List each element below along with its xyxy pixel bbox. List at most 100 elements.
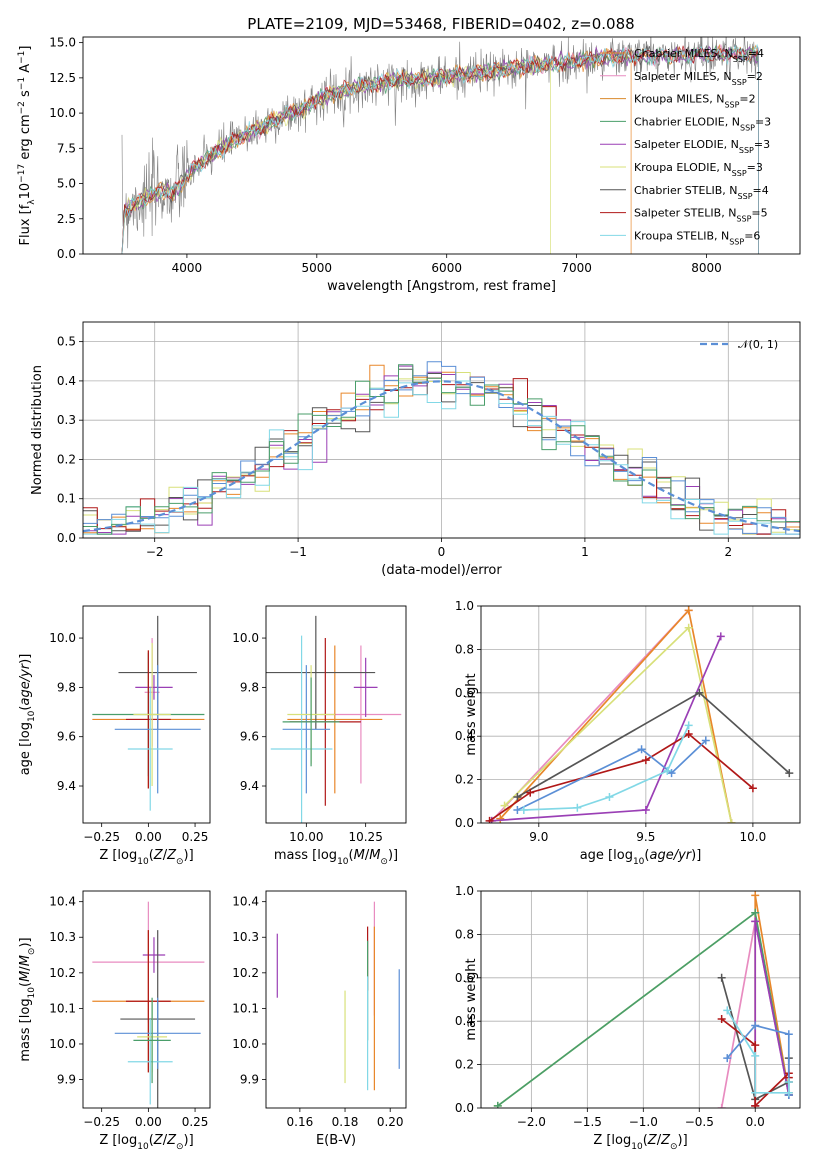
ylabel-part: 10 <box>27 987 37 999</box>
legend-label: Chabrier STELIB, N <box>634 184 738 197</box>
legend-count: =6 <box>744 229 760 242</box>
x-axis-label: Z [log10(Z/Z⊙)] <box>593 1133 687 1152</box>
mass-weight-marker <box>684 721 693 730</box>
x-axis-label: E(B-V) <box>316 1133 356 1148</box>
xlabel-part: 10 <box>337 857 349 867</box>
mass-weight-marker <box>496 814 505 823</box>
y-axis-label: age [log10(age/yr)] <box>18 654 37 776</box>
legend-count: =3 <box>755 115 771 128</box>
y-tick-label: 0.4 <box>455 1014 474 1028</box>
axes-frame <box>265 605 407 824</box>
legend-entry: Chabrier MILES, NSSP=4 <box>634 47 764 64</box>
ylabel-part: / <box>18 966 33 971</box>
legend-count: =2 <box>739 93 755 106</box>
ylabel-part: )] <box>18 654 33 664</box>
xlabel-part: ⊙ <box>176 1142 184 1152</box>
x-tick-label: −1.0 <box>629 1115 658 1129</box>
plot-area <box>83 361 800 535</box>
mass-weight-vs-age-panel: 9.0 9.5 10.0 0.0 0.2 0.4 0.6 0.8 1.0 age [log10(a… <box>455 599 801 867</box>
y-tick-label: 9.4 <box>57 779 76 793</box>
legend-subscript: SSP <box>724 100 739 109</box>
y-tick-label: 10.0 <box>49 631 76 645</box>
mass-weight-marker <box>784 1088 793 1097</box>
x-tick-label: 0.16 <box>287 1115 314 1129</box>
y-tick-label: 9.9 <box>57 1073 76 1087</box>
y-tick-label: 0.3 <box>57 413 76 427</box>
ylabel-part: )] <box>18 937 33 947</box>
mass-weight-marker <box>717 973 726 982</box>
mass-weight-marker <box>751 1041 760 1050</box>
xlabel-part: mass [log <box>274 848 337 863</box>
x-tick-label: 9.0 <box>529 830 548 844</box>
axes-frame <box>480 890 801 1109</box>
y-tick-label: 10.2 <box>49 966 76 980</box>
xlabel-part: )] <box>184 848 194 863</box>
y-tick-label: 0.0 <box>455 816 474 830</box>
y-tick-label: 5.0 <box>57 177 76 191</box>
xlabel-part: ( <box>149 1133 154 1148</box>
xlabel-part: )] <box>691 848 701 863</box>
y-tick-label: 2.5 <box>57 212 76 226</box>
spectrum-y-axis-label: Flux [fλ10−17 erg cm−2 s−1 A−1] <box>17 46 37 246</box>
mass-weight-marker <box>751 908 760 917</box>
ylabel-part: 10 <box>18 183 33 200</box>
legend-entry: Salpeter STELIB, NSSP=5 <box>634 207 768 224</box>
residual-histogram-step <box>83 364 800 535</box>
mass-weight-marker <box>751 1051 760 1060</box>
x-tick-label: 0.25 <box>182 830 209 844</box>
xlabel-part: Z [log <box>99 1133 137 1148</box>
mass-weight-marker <box>717 1104 726 1108</box>
mass-weight-marker <box>784 1077 793 1086</box>
xlabel-part: )] <box>678 1133 688 1148</box>
y-tick-label: 9.8 <box>57 680 76 694</box>
mass-weight-marker <box>727 819 736 823</box>
y-tick-label: 15.0 <box>49 36 76 50</box>
y-tick-label: 10.2 <box>232 966 259 980</box>
ylabel-part: age/yr <box>18 662 33 705</box>
y-tick-label: 1.0 <box>455 599 474 613</box>
xlabel-part: Z <box>166 1133 177 1148</box>
ylabel-part: Normed distribution <box>30 365 45 495</box>
mass-weight-marker <box>751 891 760 900</box>
spectrum-x-axis-label: wavelength [Angstrom, rest frame] <box>327 279 556 294</box>
ylabel-part: −1 <box>17 77 27 90</box>
mass-weight-marker <box>684 623 693 632</box>
mass-weight-marker <box>684 730 693 739</box>
ylabel-part: s <box>18 90 33 101</box>
mass-weight-marker <box>695 688 704 697</box>
xlabel-part: )] <box>388 848 398 863</box>
xlabel-part: / <box>163 848 168 863</box>
mass-weight-marker <box>526 788 535 797</box>
legend-label: Kroupa STELIB, N <box>634 229 729 242</box>
mass-vs-metallicity-panel: −0.25 0.00 0.25 9.9 10.0 10.1 10.2 10.3 10.4 Z [l… <box>18 890 211 1152</box>
y-tick-label: 9.4 <box>240 779 259 793</box>
xlabel-part: ⊙ <box>670 1142 678 1152</box>
mass-weight-marker <box>751 917 760 926</box>
xlabel-part: / <box>657 1133 662 1148</box>
xlabel-part: ⊙ <box>176 857 184 867</box>
mass-weight-marker <box>663 766 672 775</box>
ylabel-part: ( <box>18 982 33 987</box>
normal-reference-curve <box>83 380 800 533</box>
x-tick-label: −1.5 <box>573 1115 602 1129</box>
xlabel-part: M <box>369 848 380 863</box>
ylabel-part: M <box>18 955 33 966</box>
y-tick-label: 10.0 <box>232 631 259 645</box>
plot-area <box>485 606 794 823</box>
model-fit-line <box>121 48 632 254</box>
ylabel-part: ] <box>18 46 33 51</box>
plot-area <box>276 901 400 1091</box>
legend-entry: Salpeter ELODIE, NSSP=3 <box>634 138 770 155</box>
xlabel-part: 10 <box>633 857 645 867</box>
xlabel-part: M <box>354 848 365 863</box>
xlabel-part: ( <box>349 848 354 863</box>
mass-weight-marker <box>748 784 757 793</box>
xlabel-part: age [log <box>580 848 633 863</box>
legend-count: =3 <box>754 138 770 151</box>
model-fit-line <box>121 45 759 254</box>
x-tick-label: 0.0 <box>746 1115 765 1129</box>
y-tick-label: 0.8 <box>455 927 474 941</box>
mass-weight-marker <box>784 1030 793 1039</box>
y-tick-label: 10.1 <box>49 1001 76 1015</box>
legend-count: =4 <box>748 47 764 60</box>
